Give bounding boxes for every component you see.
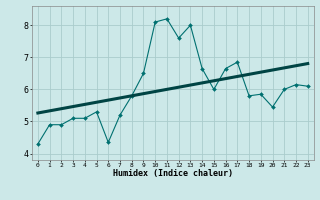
X-axis label: Humidex (Indice chaleur): Humidex (Indice chaleur) bbox=[113, 169, 233, 178]
